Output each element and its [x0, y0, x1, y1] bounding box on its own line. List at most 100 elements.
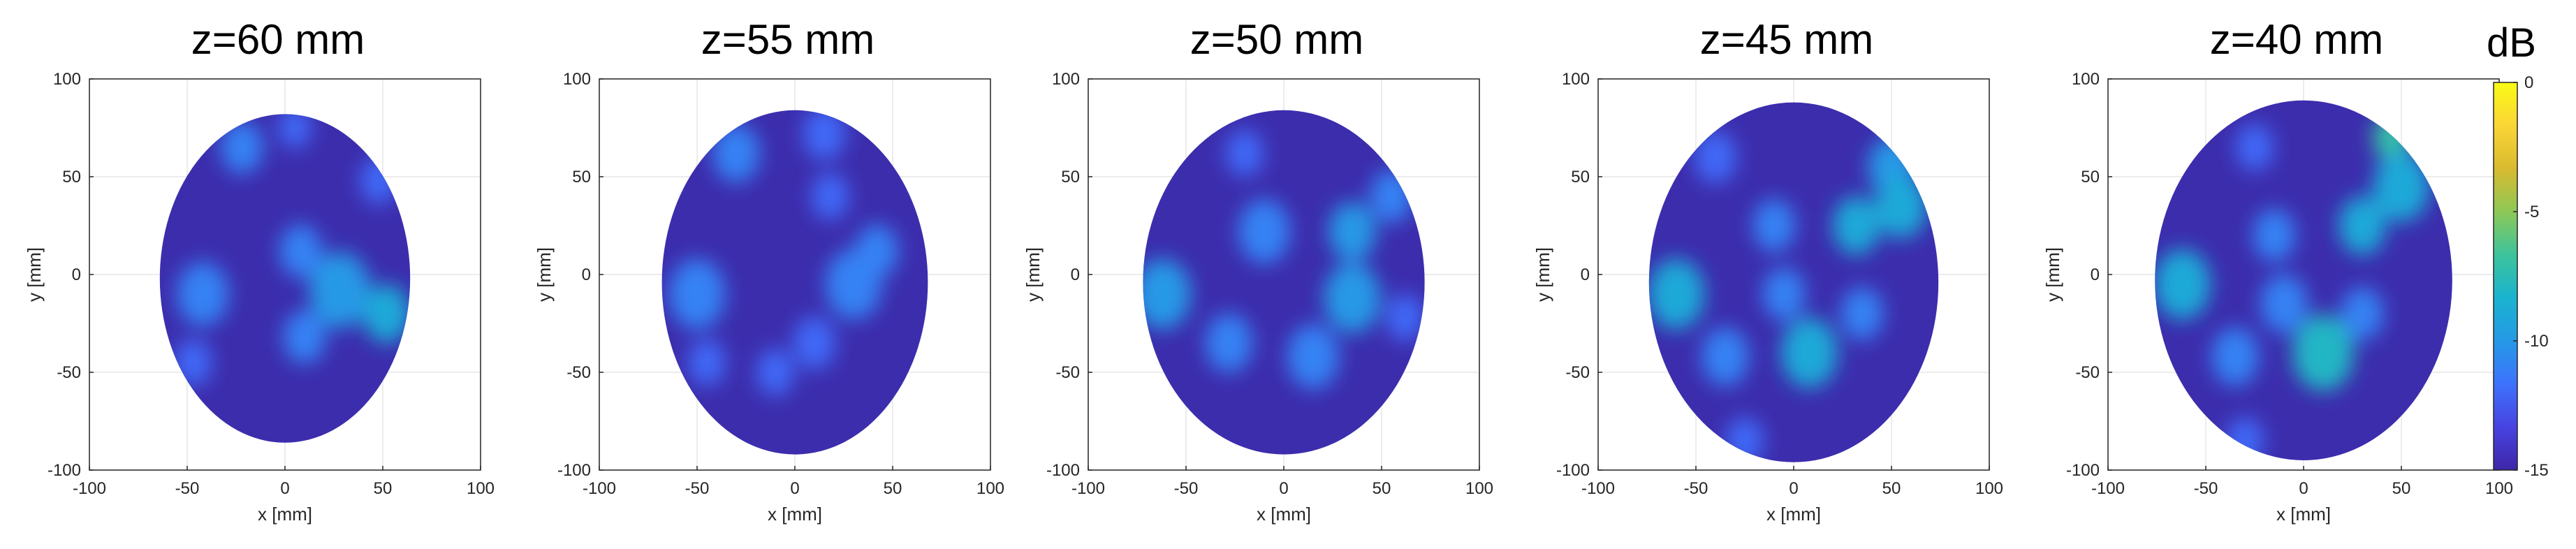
colorbar-tick-label: -5 — [2524, 203, 2539, 221]
x-tick-label: -50 — [1174, 479, 1199, 498]
hotspot — [2373, 151, 2430, 222]
panel-title: z=60 mm — [191, 16, 365, 63]
y-tick-label: 50 — [2081, 168, 2100, 186]
x-tick-label: 50 — [374, 479, 393, 498]
hotspot — [1702, 327, 1749, 386]
hotspot — [1648, 258, 1705, 330]
hotspot — [2292, 314, 2354, 391]
y-tick-label: 0 — [72, 265, 81, 284]
x-tick-label: 100 — [1465, 479, 1493, 498]
y-tick-label: -50 — [1055, 363, 1080, 382]
hotspot — [1238, 199, 1290, 264]
heatmap-axes: -100 -50 0 50 100 100 50 0 -50 -100 x [mm] y [mm] — [24, 70, 495, 525]
hotspot — [688, 339, 726, 386]
y-tick-label: -100 — [1556, 461, 1590, 480]
head-slice — [1143, 110, 1425, 455]
colorbar-tick-label: 0 — [2524, 73, 2533, 92]
y-tick-label: -100 — [1046, 461, 1080, 480]
panel-title: z=55 mm — [701, 16, 875, 63]
y-tick-label: -50 — [57, 363, 81, 382]
y-tick-label: 100 — [1052, 70, 1080, 89]
hotspot — [1875, 173, 1927, 239]
hotspot — [2339, 196, 2386, 255]
y-tick-label: -50 — [2075, 363, 2100, 382]
y-axis-label: y [mm] — [2042, 247, 2063, 302]
hotspot — [1226, 129, 1264, 177]
hotspot — [712, 124, 760, 183]
x-tick-label: -100 — [1071, 479, 1105, 498]
hotspot — [2341, 287, 2384, 340]
hotspot — [1762, 268, 1806, 321]
y-axis-label: y [mm] — [24, 247, 45, 302]
hotspot — [668, 258, 726, 330]
y-tick-label: 0 — [2091, 265, 2100, 284]
hotspot — [2236, 124, 2274, 171]
x-tick-label: 50 — [884, 479, 902, 498]
hotspot — [1694, 131, 1737, 184]
head-slice — [1648, 102, 1939, 462]
x-tick-label: -100 — [2091, 479, 2125, 498]
x-axis-label: x [mm] — [1257, 504, 1311, 525]
y-tick-label: -100 — [557, 461, 591, 480]
hotspot — [1329, 202, 1376, 261]
x-tick-label: 100 — [976, 479, 1004, 498]
heatmap-axes: -100 -50 0 50 100 100 50 0 -50 -100 x [mm] y [mm] — [1023, 70, 1493, 525]
x-tick-label: 0 — [280, 479, 289, 498]
colorbar-tick-label: -15 — [2524, 461, 2549, 480]
y-tick-label: 100 — [2072, 70, 2100, 89]
x-axis-label: x [mm] — [2276, 504, 2331, 525]
hotspot — [1386, 294, 1424, 342]
heatmap-panel-2: z=55 mm -100 -50 0 50 100 100 50 0 -50 -100 x [mm] y… — [510, 0, 1013, 549]
heatmap-axes: -100 -50 0 50 100 100 50 0 -50 -100 x [mm] y [mm] — [2042, 70, 2513, 525]
y-tick-label: 50 — [1061, 168, 1080, 186]
slice-background — [1143, 110, 1425, 455]
y-tick-label: 50 — [1571, 168, 1590, 186]
x-tick-label: -100 — [1581, 479, 1615, 498]
x-tick-label: -50 — [175, 479, 200, 498]
y-tick-label: -100 — [47, 461, 81, 480]
heatmap-axes: -100 -50 0 50 100 100 50 0 -50 -100 x [mm] y [mm] — [534, 70, 1004, 525]
y-tick-label: -50 — [566, 363, 591, 382]
x-tick-label: 100 — [2485, 479, 2513, 498]
hotspot — [756, 349, 794, 396]
hotspot — [279, 224, 322, 278]
y-tick-label: 0 — [582, 265, 591, 284]
hotspot — [793, 316, 836, 369]
y-axis-label: y [mm] — [1532, 247, 1553, 302]
x-tick-label: 50 — [2392, 479, 2411, 498]
y-tick-label: -50 — [1565, 363, 1590, 382]
heatmap-panel-1: z=60 mm -100 -50 0 50 100 100 50 0 -50 -100 x [mm] y… — [0, 0, 503, 549]
hotspot — [1833, 196, 1880, 255]
hotspot — [278, 114, 312, 149]
panel-title: z=45 mm — [1699, 16, 1874, 63]
y-tick-label: -100 — [2066, 461, 2100, 480]
hotspot — [221, 121, 263, 174]
colorbar: 0 -5 -10 -15 — [2493, 73, 2549, 480]
head-slice — [159, 114, 411, 443]
x-tick-label: 100 — [467, 479, 495, 498]
hotspot — [1752, 199, 1796, 252]
hotspot — [363, 284, 411, 343]
hotspot — [1840, 287, 1884, 340]
hotspot — [2211, 327, 2259, 386]
x-tick-label: -50 — [2194, 479, 2218, 498]
x-axis-label: x [mm] — [768, 504, 822, 525]
y-tick-label: 0 — [1581, 265, 1590, 284]
hotspot — [283, 310, 326, 364]
x-axis-label: x [mm] — [1766, 504, 1821, 525]
hotspot — [1206, 314, 1253, 372]
colorbar-title: dB — [2487, 20, 2536, 66]
y-tick-label: 0 — [1071, 265, 1080, 284]
x-tick-label: 0 — [1279, 479, 1288, 498]
x-tick-label: -100 — [73, 479, 106, 498]
hotspot — [177, 261, 229, 327]
hotspot — [174, 339, 212, 386]
hotspot — [1324, 263, 1381, 333]
x-tick-label: 0 — [2299, 479, 2308, 498]
y-tick-label: 100 — [1562, 70, 1590, 89]
x-tick-label: -100 — [583, 479, 616, 498]
heatmap-axes: -100 -50 0 50 100 100 50 0 -50 -100 x [mm] y [mm] — [1532, 70, 2003, 525]
y-tick-label: 100 — [563, 70, 591, 89]
y-tick-label: 50 — [62, 168, 81, 186]
hotspot — [2155, 249, 2211, 320]
